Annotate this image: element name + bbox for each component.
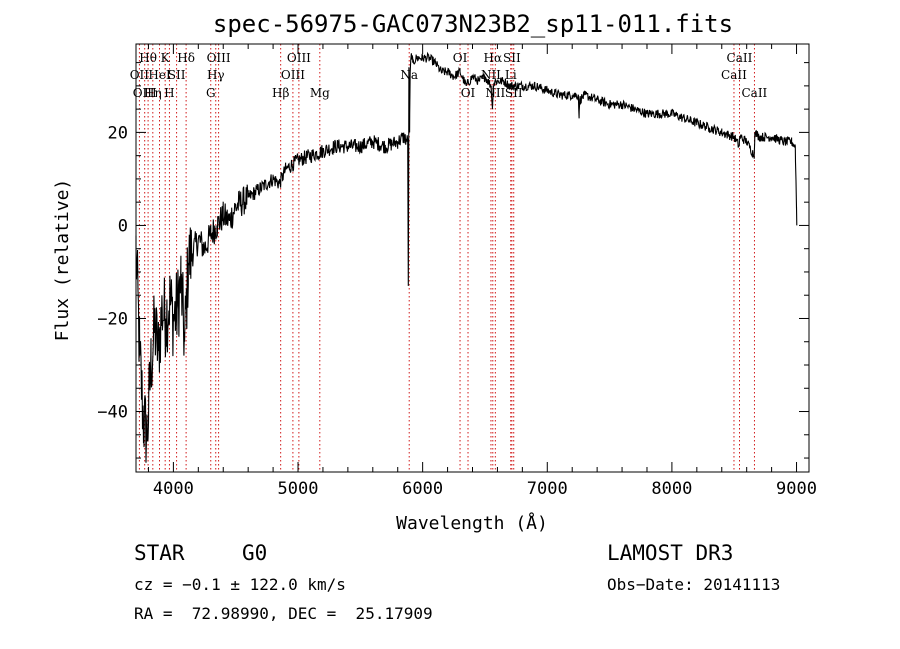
spectral-line-label: NII <box>485 86 505 100</box>
x-tick-label: 8000 <box>651 479 692 499</box>
spectral-line-label: OIII <box>281 68 305 82</box>
y-tick-label: 0 <box>118 216 128 236</box>
spectral-line-label: CaII <box>721 68 747 82</box>
spectral-line-label: Hθ <box>139 51 157 65</box>
spectral-line-markers <box>138 44 755 472</box>
spectral-line-label: Li <box>505 68 517 82</box>
x-tick-label: 6000 <box>402 479 443 499</box>
chart-title: spec-56975-GAC073N23B2_sp11-011.fits <box>213 10 733 38</box>
spectral-line-label: SII <box>503 51 521 65</box>
spectral-line-label: OIII <box>287 51 311 65</box>
spectral-line-label: OI <box>453 51 468 65</box>
redshift-text: cz = −0.1 ± 122.0 km/s <box>134 575 346 594</box>
y-tick-label: −40 <box>97 403 128 423</box>
spectral-line-label: Hδ <box>177 51 195 65</box>
coordinates-text: RA = 72.98990, DEC = 25.17909 <box>134 604 433 623</box>
survey-name: LAMOST DR3 <box>607 541 734 565</box>
x-tick-label: 9000 <box>776 479 817 499</box>
spectral-line-label: Hγ <box>207 68 225 82</box>
flux-series-line <box>135 51 798 463</box>
spectral-line-label: SII <box>168 68 186 82</box>
observation-date: Obs−Date: 20141113 <box>607 575 781 594</box>
spectral-line-label: G <box>206 86 216 100</box>
spectral-line-label: Mg <box>310 86 330 100</box>
y-axis: −40 −20 0 20 <box>97 62 809 459</box>
x-axis-label: Wavelength (Å) <box>396 512 548 534</box>
object-class: STAR <box>134 541 185 565</box>
spectral-line-label: OIII <box>133 86 157 100</box>
spectral-line-label: HeI <box>148 68 171 82</box>
plot-frame <box>135 43 810 473</box>
spectral-line-label: K <box>161 51 171 65</box>
y-tick-label: −20 <box>97 309 128 329</box>
y-axis-label: Flux (relative) <box>52 179 73 342</box>
spectral-line-label: OIII <box>207 51 231 65</box>
spectral-line-label: Hβ <box>272 86 289 100</box>
spectral-line-label: Hα <box>484 51 503 65</box>
x-axis: 4000 5000 6000 7000 8000 9000 <box>147 44 817 499</box>
x-tick-label: 4000 <box>153 479 194 499</box>
spectral-line-label: Hη <box>144 86 162 100</box>
object-subclass: G0 <box>242 541 268 565</box>
x-tick-label: 5000 <box>278 479 319 499</box>
x-tick-label: 7000 <box>527 479 568 499</box>
spectral-line-label: OI <box>461 86 476 100</box>
spectral-line-label: CaII <box>727 51 753 65</box>
spectral-line-label: OII <box>130 68 150 82</box>
spectral-line-label: CaII <box>741 86 767 100</box>
spectral-line-label: H <box>164 86 174 100</box>
y-tick-label: 20 <box>108 123 128 143</box>
